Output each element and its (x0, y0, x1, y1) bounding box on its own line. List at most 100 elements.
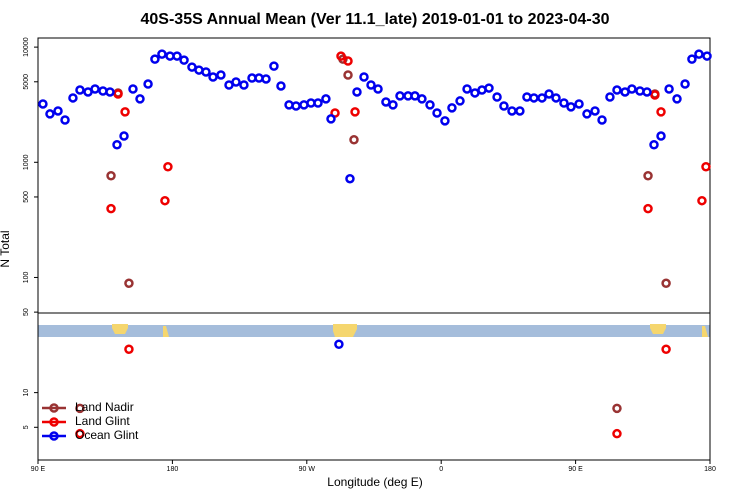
point (529, 93, 539, 103)
point (343, 56, 353, 66)
point (484, 83, 494, 93)
y-tick-label: 50 (23, 308, 30, 316)
point (350, 107, 360, 117)
point (702, 51, 712, 61)
y-tick-label: 500 (23, 191, 30, 203)
point (239, 80, 249, 90)
point (582, 109, 592, 119)
point (157, 49, 167, 59)
point (343, 70, 353, 80)
y-tick-label: 100 (23, 272, 30, 284)
point (172, 51, 182, 61)
point (590, 106, 600, 116)
point (612, 85, 622, 95)
point (544, 89, 554, 99)
x-tick-label: 90 E (31, 466, 46, 473)
y-tick-label: 5000 (23, 74, 30, 90)
point (336, 51, 346, 61)
point (120, 107, 130, 117)
legend-label: Land Glint (75, 414, 130, 428)
point (345, 173, 355, 184)
point (687, 54, 697, 64)
point (507, 106, 517, 116)
point (112, 139, 122, 150)
plot-frame (37, 37, 711, 461)
point (179, 55, 189, 65)
point (492, 92, 502, 102)
point (106, 203, 116, 214)
point (334, 339, 344, 350)
y-tick-label: 10000 (23, 37, 30, 57)
point (68, 93, 78, 103)
point (656, 131, 666, 141)
point (440, 116, 450, 126)
point (656, 107, 666, 117)
point (38, 99, 48, 109)
point (462, 84, 472, 94)
point (276, 81, 286, 91)
chart-title: 40S-35S Annual Mean (Ver 11.1_late) 2019… (141, 11, 610, 28)
point (124, 278, 134, 289)
point (664, 84, 674, 94)
point (447, 103, 457, 113)
point (160, 195, 170, 206)
y-axis-title: N Total (0, 230, 12, 267)
point (417, 94, 427, 104)
point (643, 171, 653, 181)
point (597, 115, 607, 125)
point (661, 278, 671, 289)
point (208, 72, 218, 82)
point (60, 115, 70, 125)
point (105, 87, 115, 97)
point (75, 85, 85, 95)
point (53, 106, 63, 116)
point (352, 87, 362, 97)
legend-marker (49, 431, 59, 441)
point (291, 101, 301, 111)
point (143, 79, 153, 89)
point (661, 344, 671, 355)
point (128, 84, 138, 94)
point (261, 74, 271, 84)
point (697, 195, 707, 206)
point (45, 109, 55, 119)
point (612, 428, 622, 439)
point (574, 99, 584, 109)
point (455, 96, 465, 106)
point (75, 403, 85, 414)
y-tick-label: 10 (23, 389, 30, 397)
point (432, 108, 442, 118)
point (566, 102, 576, 112)
point (135, 94, 145, 104)
point (605, 92, 615, 102)
point (201, 67, 211, 77)
point (359, 72, 369, 82)
legend-label: Ocean Glint (75, 428, 139, 442)
point (163, 161, 173, 172)
point (388, 100, 398, 110)
x-tick-label: 90 E (568, 466, 583, 473)
x-tick-label: 180 (704, 466, 716, 473)
point (499, 101, 509, 111)
point (642, 87, 652, 97)
y-tick-label: 5 (23, 425, 30, 429)
point (326, 114, 336, 124)
legend-marker (49, 417, 59, 427)
point (75, 428, 85, 439)
point (269, 61, 279, 71)
x-tick-label: 0 (439, 466, 443, 473)
x-tick-label: 180 (167, 466, 179, 473)
point (649, 139, 659, 150)
point (119, 131, 129, 141)
legend-label: Land Nadir (75, 400, 134, 414)
x-axis-title: Longitude (deg E) (327, 475, 422, 489)
point (216, 70, 226, 80)
point (515, 106, 525, 116)
point (106, 171, 116, 181)
point (672, 94, 682, 104)
point (650, 90, 660, 100)
point (627, 84, 637, 94)
point (366, 80, 376, 90)
point (559, 98, 569, 108)
